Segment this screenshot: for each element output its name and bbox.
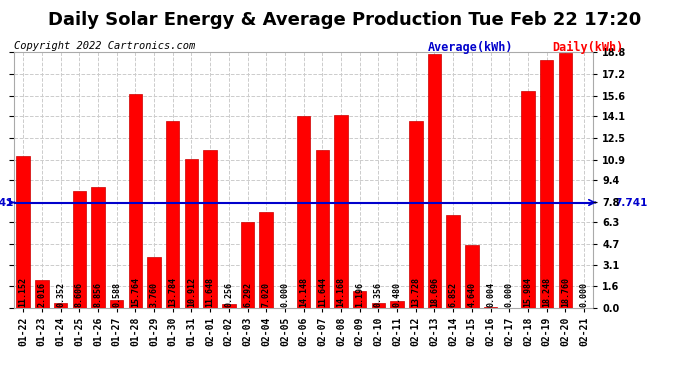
Text: 11.648: 11.648 bbox=[206, 277, 215, 307]
Text: 1.196: 1.196 bbox=[355, 282, 364, 307]
Bar bbox=[35, 280, 48, 308]
Bar bbox=[372, 303, 385, 307]
Text: 8.606: 8.606 bbox=[75, 282, 83, 307]
Text: Daily Solar Energy & Average Production Tue Feb 22 17:20: Daily Solar Energy & Average Production … bbox=[48, 11, 642, 29]
Bar bbox=[185, 159, 198, 308]
Bar bbox=[334, 116, 348, 308]
Bar bbox=[54, 303, 67, 307]
Text: 0.004: 0.004 bbox=[486, 282, 495, 307]
Bar bbox=[559, 53, 572, 307]
Text: 0.000: 0.000 bbox=[280, 282, 289, 307]
Text: 0.000: 0.000 bbox=[580, 282, 589, 307]
Text: 0.352: 0.352 bbox=[56, 282, 65, 307]
Text: 13.784: 13.784 bbox=[168, 277, 177, 307]
Bar bbox=[241, 222, 254, 308]
Bar bbox=[91, 188, 105, 308]
Text: Daily(kWh): Daily(kWh) bbox=[552, 41, 623, 54]
Text: 14.168: 14.168 bbox=[337, 277, 346, 307]
Text: 11.152: 11.152 bbox=[19, 277, 28, 307]
Text: 3.760: 3.760 bbox=[150, 282, 159, 307]
Bar bbox=[353, 291, 366, 308]
Bar bbox=[72, 191, 86, 308]
Text: 6.292: 6.292 bbox=[243, 282, 252, 307]
Text: Copyright 2022 Cartronics.com: Copyright 2022 Cartronics.com bbox=[14, 41, 195, 51]
Text: 7.020: 7.020 bbox=[262, 282, 270, 307]
Text: 6.852: 6.852 bbox=[448, 282, 457, 307]
Text: 13.728: 13.728 bbox=[411, 277, 420, 307]
Text: 2.016: 2.016 bbox=[37, 282, 46, 307]
Bar bbox=[222, 304, 235, 307]
Text: 0.588: 0.588 bbox=[112, 282, 121, 307]
Bar bbox=[409, 121, 422, 308]
Text: 10.912: 10.912 bbox=[187, 277, 196, 307]
Bar bbox=[17, 156, 30, 308]
Bar bbox=[540, 60, 553, 308]
Bar bbox=[446, 214, 460, 308]
Bar bbox=[147, 256, 161, 307]
Bar bbox=[259, 212, 273, 308]
Text: 0.000: 0.000 bbox=[505, 282, 514, 307]
Text: Average(kWh): Average(kWh) bbox=[428, 41, 513, 54]
Text: 7.741: 7.741 bbox=[0, 198, 14, 207]
Bar bbox=[166, 120, 179, 308]
Bar bbox=[297, 116, 310, 308]
Text: 0.256: 0.256 bbox=[224, 282, 233, 307]
Bar bbox=[521, 91, 535, 308]
Text: 7.741: 7.741 bbox=[614, 198, 647, 207]
Bar bbox=[110, 300, 124, 307]
Text: 15.984: 15.984 bbox=[524, 277, 533, 307]
Bar bbox=[204, 150, 217, 308]
Bar bbox=[428, 54, 441, 307]
Text: 0.480: 0.480 bbox=[393, 282, 402, 307]
Bar bbox=[315, 150, 329, 308]
Text: 0.356: 0.356 bbox=[374, 282, 383, 307]
Text: 18.248: 18.248 bbox=[542, 277, 551, 307]
Text: 11.644: 11.644 bbox=[318, 277, 327, 307]
Text: 14.148: 14.148 bbox=[299, 277, 308, 307]
Text: 4.640: 4.640 bbox=[467, 282, 476, 307]
Text: 8.856: 8.856 bbox=[93, 282, 102, 307]
Bar bbox=[465, 244, 479, 308]
Bar bbox=[391, 301, 404, 307]
Bar bbox=[128, 94, 142, 308]
Text: 18.760: 18.760 bbox=[561, 277, 570, 307]
Text: 15.764: 15.764 bbox=[131, 277, 140, 307]
Text: 18.696: 18.696 bbox=[430, 277, 439, 307]
